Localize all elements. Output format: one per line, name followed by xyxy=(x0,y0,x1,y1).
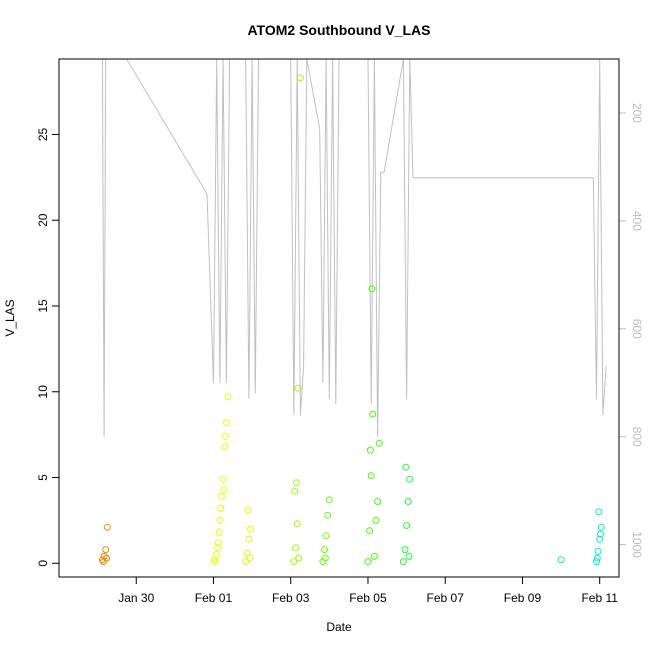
data-point xyxy=(319,558,327,566)
data-point xyxy=(557,556,565,564)
data-point xyxy=(596,535,604,543)
data-point xyxy=(403,522,411,529)
depth-track-layer xyxy=(97,58,607,437)
data-point xyxy=(366,527,374,535)
data-point xyxy=(210,556,218,564)
data-point xyxy=(367,472,375,480)
data-point xyxy=(593,554,601,562)
y-tick-label: 15 xyxy=(36,299,50,313)
data-point xyxy=(215,528,223,536)
data-point xyxy=(244,506,252,514)
data-point xyxy=(102,546,110,554)
y-axis-label: V_LAS xyxy=(3,299,17,336)
data-point xyxy=(221,443,229,451)
points-layer xyxy=(98,74,605,566)
data-point xyxy=(322,532,330,540)
data-point xyxy=(375,439,383,447)
data-point xyxy=(594,547,602,555)
y2-tick-label: 400 xyxy=(630,211,644,231)
data-point xyxy=(292,544,300,552)
data-point xyxy=(222,419,230,427)
data-point xyxy=(595,508,603,516)
data-point xyxy=(220,486,228,493)
data-point xyxy=(374,498,382,505)
y2-tick-label: 600 xyxy=(630,319,644,339)
data-point xyxy=(290,558,298,566)
y-tick-label: 0 xyxy=(36,560,50,567)
data-point xyxy=(404,498,412,505)
y-tick-label: 20 xyxy=(36,213,50,227)
data-point xyxy=(324,511,332,519)
data-point xyxy=(405,552,413,560)
data-point xyxy=(294,384,302,392)
data-point xyxy=(217,504,225,512)
x-axis-label: Date xyxy=(326,620,352,634)
chart-title: ATOM2 Southbound V_LAS xyxy=(247,22,430,38)
data-point xyxy=(401,546,409,554)
data-point xyxy=(370,552,378,560)
data-point xyxy=(372,516,380,524)
data-point xyxy=(295,554,303,562)
data-point xyxy=(103,554,110,562)
data-point xyxy=(368,285,376,293)
data-point xyxy=(293,520,301,528)
y-tick-label: 25 xyxy=(36,127,50,141)
data-point xyxy=(325,496,333,504)
data-point xyxy=(597,523,605,531)
data-point xyxy=(103,523,111,531)
data-point xyxy=(296,74,304,82)
data-point xyxy=(369,410,377,418)
data-point xyxy=(291,487,299,495)
x-tick-label: Feb 07 xyxy=(427,591,465,605)
data-point xyxy=(402,463,410,471)
plot-frame xyxy=(58,58,620,578)
y2-tick-label: 1000 xyxy=(630,531,644,558)
data-point xyxy=(219,475,227,483)
data-point xyxy=(366,446,374,454)
data-point xyxy=(214,544,221,552)
x-tick-label: Feb 03 xyxy=(272,591,310,605)
x-tick-label: Feb 11 xyxy=(581,591,618,605)
data-point xyxy=(222,432,230,440)
data-point xyxy=(216,516,224,524)
data-point xyxy=(364,558,372,566)
data-point xyxy=(321,546,328,554)
x-tick-label: Feb 01 xyxy=(195,591,233,605)
y-tick-label: 10 xyxy=(36,385,50,399)
data-point xyxy=(292,479,300,487)
data-point xyxy=(245,535,253,543)
data-point xyxy=(246,554,254,562)
x-tick-label: Feb 05 xyxy=(349,591,387,605)
data-point xyxy=(247,525,254,533)
data-point xyxy=(399,558,407,566)
data-point xyxy=(218,492,225,500)
y-tick-label: 5 xyxy=(36,474,50,481)
depth-track-line xyxy=(97,58,607,437)
data-point xyxy=(593,558,600,566)
y2-tick-label: 200 xyxy=(630,103,644,123)
data-point xyxy=(214,539,222,547)
data-point xyxy=(321,554,329,562)
x-tick-label: Jan 30 xyxy=(118,591,154,605)
data-point xyxy=(224,393,232,401)
x-tick-label: Feb 09 xyxy=(504,591,542,605)
data-point xyxy=(242,558,250,566)
y2-tick-label: 800 xyxy=(630,427,644,447)
data-point xyxy=(597,530,604,538)
data-point xyxy=(406,475,414,483)
